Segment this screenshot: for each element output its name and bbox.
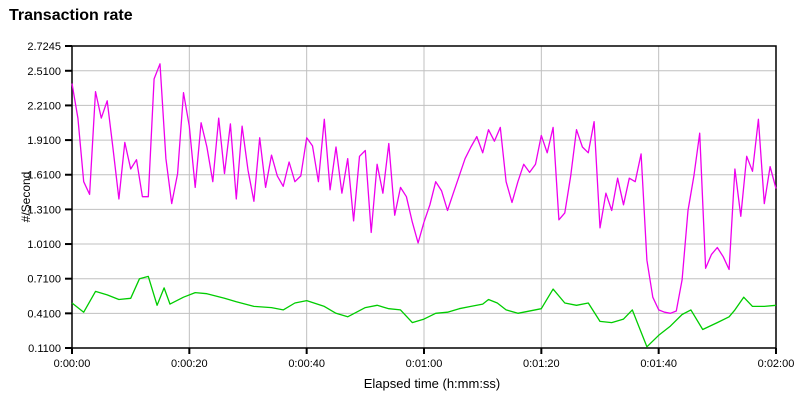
y-tick-label: 1.9100 — [27, 135, 61, 147]
y-tick-label: 0.1100 — [28, 343, 61, 355]
chart-title: Transaction rate — [9, 7, 133, 24]
y-tick-label: 2.7245 — [27, 41, 61, 53]
plot-border — [71, 45, 777, 349]
x-tick-label: 0:00:20 — [171, 358, 208, 370]
magenta-series-line — [71, 63, 777, 314]
x-tick-label: 0:01:20 — [523, 358, 560, 370]
y-tick-label: 1.3100 — [27, 204, 61, 216]
y-tick-label: 1.6100 — [27, 170, 61, 182]
y-tick-label: 0.4100 — [27, 308, 61, 320]
x-tick-label: 0:00:00 — [54, 358, 91, 370]
x-tick-label: 0:01:00 — [406, 358, 443, 370]
y-tick-label: 1.0100 — [27, 239, 61, 251]
y-tick-label: 0.7100 — [27, 274, 61, 286]
green-series-line — [71, 275, 777, 348]
x-tick-label: 0:00:40 — [288, 358, 325, 370]
x-tick-label: 0:01:40 — [640, 358, 677, 370]
x-tick-label: 0:02:00 — [758, 358, 795, 370]
y-tick-label: 2.5100 — [27, 66, 61, 78]
x-axis-label: Elapsed time (h:mm:ss) — [363, 376, 501, 391]
y-tick-label: 2.2100 — [27, 100, 61, 112]
